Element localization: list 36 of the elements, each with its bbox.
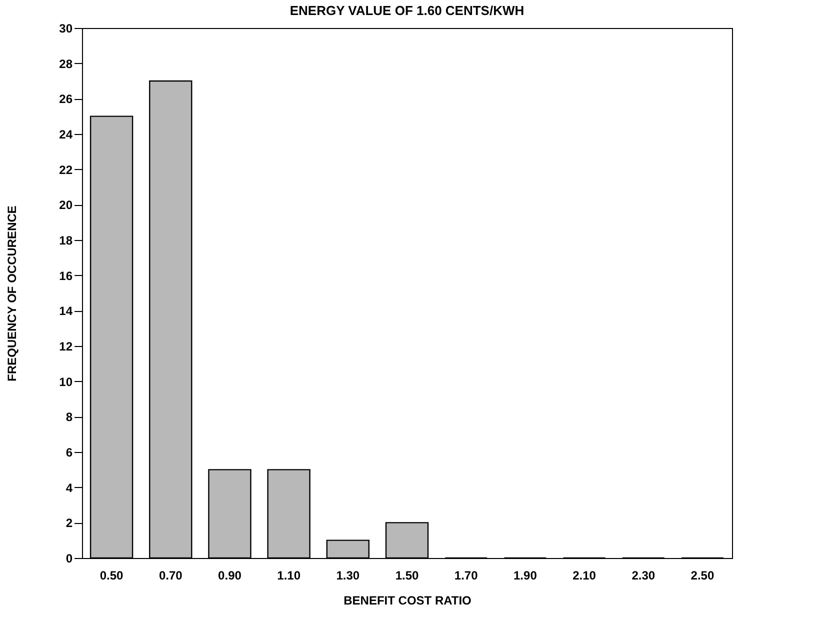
y-tick-label: 0 (66, 552, 73, 566)
chart-title: ENERGY VALUE OF 1.60 CENTS/KWH (290, 3, 524, 18)
x-tick-label: 2.10 (572, 568, 596, 582)
x-tick-label: 2.30 (632, 568, 656, 582)
y-tick-label: 4 (66, 480, 73, 495)
bar (208, 469, 252, 559)
y-tick-label: 22 (59, 162, 73, 177)
bar (326, 540, 370, 559)
x-tick-label: 0.50 (100, 568, 124, 582)
y-tick-label: 6 (66, 446, 73, 460)
y-tick-label: 8 (66, 410, 73, 424)
x-tick-label: 1.10 (277, 568, 301, 582)
bar (385, 522, 429, 559)
x-tick-label: 0.90 (218, 568, 242, 582)
bar (267, 469, 310, 559)
y-tick-label: 16 (59, 268, 73, 283)
x-tick-label: 1.50 (395, 568, 419, 582)
y-tick-label: 24 (59, 128, 73, 142)
y-tick-label: 28 (59, 56, 73, 71)
x-tick-label: 2.50 (690, 568, 714, 582)
x-tick-label: 1.90 (514, 568, 538, 582)
y-tick-label: 18 (59, 234, 73, 248)
bar (149, 80, 192, 559)
y-axis-title: FREQUENCY OF OCCURENCE (5, 206, 20, 382)
bar (90, 116, 134, 559)
x-tick-label: 0.70 (158, 568, 183, 582)
y-tick-label: 12 (59, 340, 73, 354)
y-tick-label: 26 (59, 92, 73, 106)
y-tick-label: 20 (59, 198, 73, 212)
x-tick-label: 1.30 (336, 568, 360, 582)
y-tick-label: 10 (59, 374, 73, 389)
y-tick-label: 2 (66, 516, 73, 530)
x-axis-title: BENEFIT COST RATIO (344, 594, 472, 608)
y-tick-label: 14 (59, 304, 73, 318)
x-tick-label: 1.70 (454, 568, 478, 582)
y-tick-label: 30 (59, 22, 73, 36)
